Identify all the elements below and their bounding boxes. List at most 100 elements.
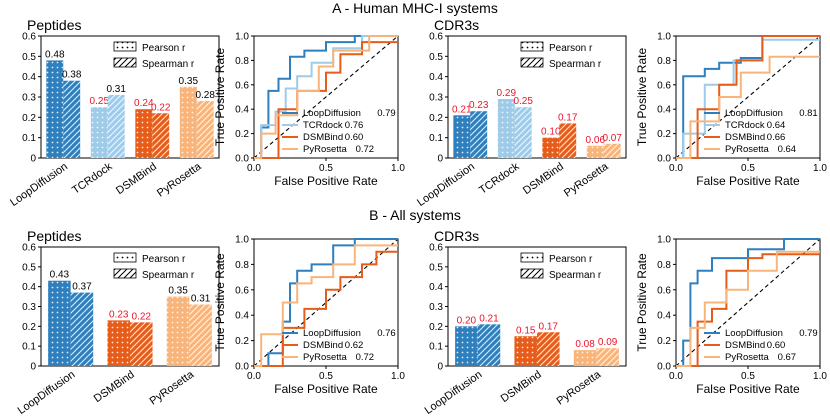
y-tick-label: 0.2 [657, 129, 671, 140]
roc-curve-dsmbind [676, 35, 820, 159]
y-tick-label: 1.0 [657, 32, 671, 43]
y-tick-label: 0.0 [657, 154, 671, 165]
bar-pearson-pattern [455, 326, 478, 366]
data-label-pearson: 0.35 [179, 76, 199, 87]
legend-label-spearman: Spearman r [549, 270, 602, 281]
bar-pearson-pattern [135, 109, 153, 158]
category-label: PyRosetta [155, 160, 204, 199]
chart-b-cdr3s-roc: 0.0 0.5 1.0 0.0 0.2 0.4 0.6 0.8 1.0 False Positiv… [635, 235, 827, 397]
y-tick-label: 0.2 [22, 113, 36, 124]
data-label-pearson: 0.08 [575, 339, 595, 350]
data-label-spearman: 0.31 [106, 84, 126, 95]
data-label-pearson: 0.06 [586, 135, 606, 146]
y-tick-label: 0.4 [22, 72, 36, 83]
category-label: LoopDiffusion [8, 161, 70, 209]
legend-auc-loopdiffusion: 0.81 [799, 108, 818, 119]
data-label-spearman: 0.38 [62, 70, 82, 81]
y-tick-label: 0.8 [235, 260, 249, 271]
y-tick-label: 0.6 [22, 243, 36, 254]
data-label-spearman: 0.21 [479, 313, 499, 324]
category-label: LoopDiffusion [415, 161, 477, 209]
legend-label-pyrosetta: PyRosetta [725, 352, 770, 363]
category-label: LoopDiffusion [16, 369, 78, 416]
legend-auc-tcrdock: 0.64 [767, 120, 786, 131]
legend-label-tcrdock: TCRdock [725, 120, 765, 131]
legend-swatch-pearson [113, 252, 137, 263]
legend-auc-dsmbind: 0.60 [767, 340, 786, 351]
y-tick-label: 0.6 [429, 32, 443, 43]
legend-label-pyrosetta: PyRosetta [725, 144, 770, 155]
data-label-pearson: 0.20 [457, 315, 477, 326]
data-label-pearson: 0.43 [50, 270, 70, 281]
y-tick-label: 0.6 [235, 80, 249, 91]
y-tick-label: 0.8 [657, 260, 671, 271]
roc-curve-pyrosetta [254, 244, 398, 367]
bar-pearson-pattern [179, 86, 197, 158]
x-axis-label: False Positive Rate [274, 174, 378, 188]
data-label-spearman: 0.28 [195, 90, 215, 101]
legend-label-pearson: Pearson r [142, 43, 186, 54]
legend-auc-pyrosetta: 0.72 [356, 144, 375, 155]
category-label: PyRosetta [562, 160, 611, 199]
y-tick-label: 0.4 [235, 105, 249, 116]
data-label-pearson: 0.24 [134, 98, 154, 109]
data-label-pearson: 0.23 [109, 309, 129, 320]
y-tick-label: 0.0 [657, 362, 671, 373]
legend-label-tcrdock: TCRdock [303, 120, 343, 131]
legend-auc-loopdiffusion: 0.79 [799, 328, 818, 339]
y-axis-label: True Positive Rate [213, 253, 227, 352]
y-tick-label: 0.4 [657, 311, 671, 322]
y-axis-label: True Positive Rate [635, 48, 649, 147]
roc-curve-pyrosetta [254, 35, 398, 159]
y-tick-label: 0.8 [657, 56, 671, 67]
legend-label-dsmbind: DSMBind [725, 132, 765, 143]
y-tick-label: 0.2 [429, 322, 443, 333]
chart-title: CDR3s [434, 228, 479, 244]
y-tick-label: 0.6 [22, 32, 36, 43]
y-tick-label: 0.3 [22, 302, 36, 313]
x-tick-label: 0.0 [247, 371, 261, 382]
y-tick-label: 0.2 [235, 336, 249, 347]
x-tick-label: 0.0 [669, 371, 683, 382]
legend-swatch-pearson [113, 41, 137, 52]
x-tick-label: 1.0 [813, 163, 827, 174]
category-label: PyRosetta [148, 368, 197, 407]
bar-spearman-pattern [189, 304, 212, 366]
category-label: DSMBind [92, 369, 137, 405]
y-tick-label: 0.4 [657, 105, 671, 116]
data-label-spearman: 0.23 [469, 100, 489, 111]
bar-pearson-pattern [46, 60, 64, 158]
data-label-pearson: 0.25 [90, 96, 110, 107]
roc-curve-pyrosetta [676, 250, 820, 367]
legend-auc-loopdiffusion: 0.79 [377, 108, 396, 119]
bar-spearman-pattern [559, 123, 577, 158]
y-tick-label: 0.1 [22, 342, 36, 353]
y-tick-label: 0.8 [235, 56, 249, 67]
legend-label-spearman: Spearman r [549, 59, 602, 70]
bar-pearson-pattern [90, 107, 108, 158]
y-tick-label: 0 [437, 362, 443, 373]
legend-auc-dsmbind: 0.60 [345, 132, 364, 143]
y-tick-label: 0.0 [235, 362, 249, 373]
data-label-spearman: 0.07 [602, 133, 622, 144]
chart-title: Peptides [27, 17, 81, 33]
data-label-spearman: 0.31 [191, 294, 211, 305]
data-label-spearman: 0.22 [151, 102, 171, 113]
bar-pearson-pattern [166, 296, 190, 366]
chart-title: Peptides [27, 228, 81, 244]
data-label-pearson: 0.35 [168, 286, 188, 297]
y-tick-label: 0.3 [22, 93, 36, 104]
y-tick-label: 1.0 [657, 235, 671, 246]
bar-spearman-pattern [107, 94, 125, 158]
category-label: DSMBind [114, 161, 159, 197]
data-label-pearson: 0.15 [516, 325, 536, 336]
y-tick-label: 0.6 [429, 243, 443, 254]
bar-spearman-pattern [477, 324, 501, 366]
bar-spearman-pattern [130, 322, 153, 366]
legend-auc-pyrosetta: 0.64 [778, 144, 797, 155]
category-label: DSMBind [521, 161, 566, 197]
x-tick-label: 1.0 [391, 163, 405, 174]
legend-auc-pyrosetta: 0.67 [778, 352, 797, 363]
bar-spearman-pattern [70, 292, 94, 366]
